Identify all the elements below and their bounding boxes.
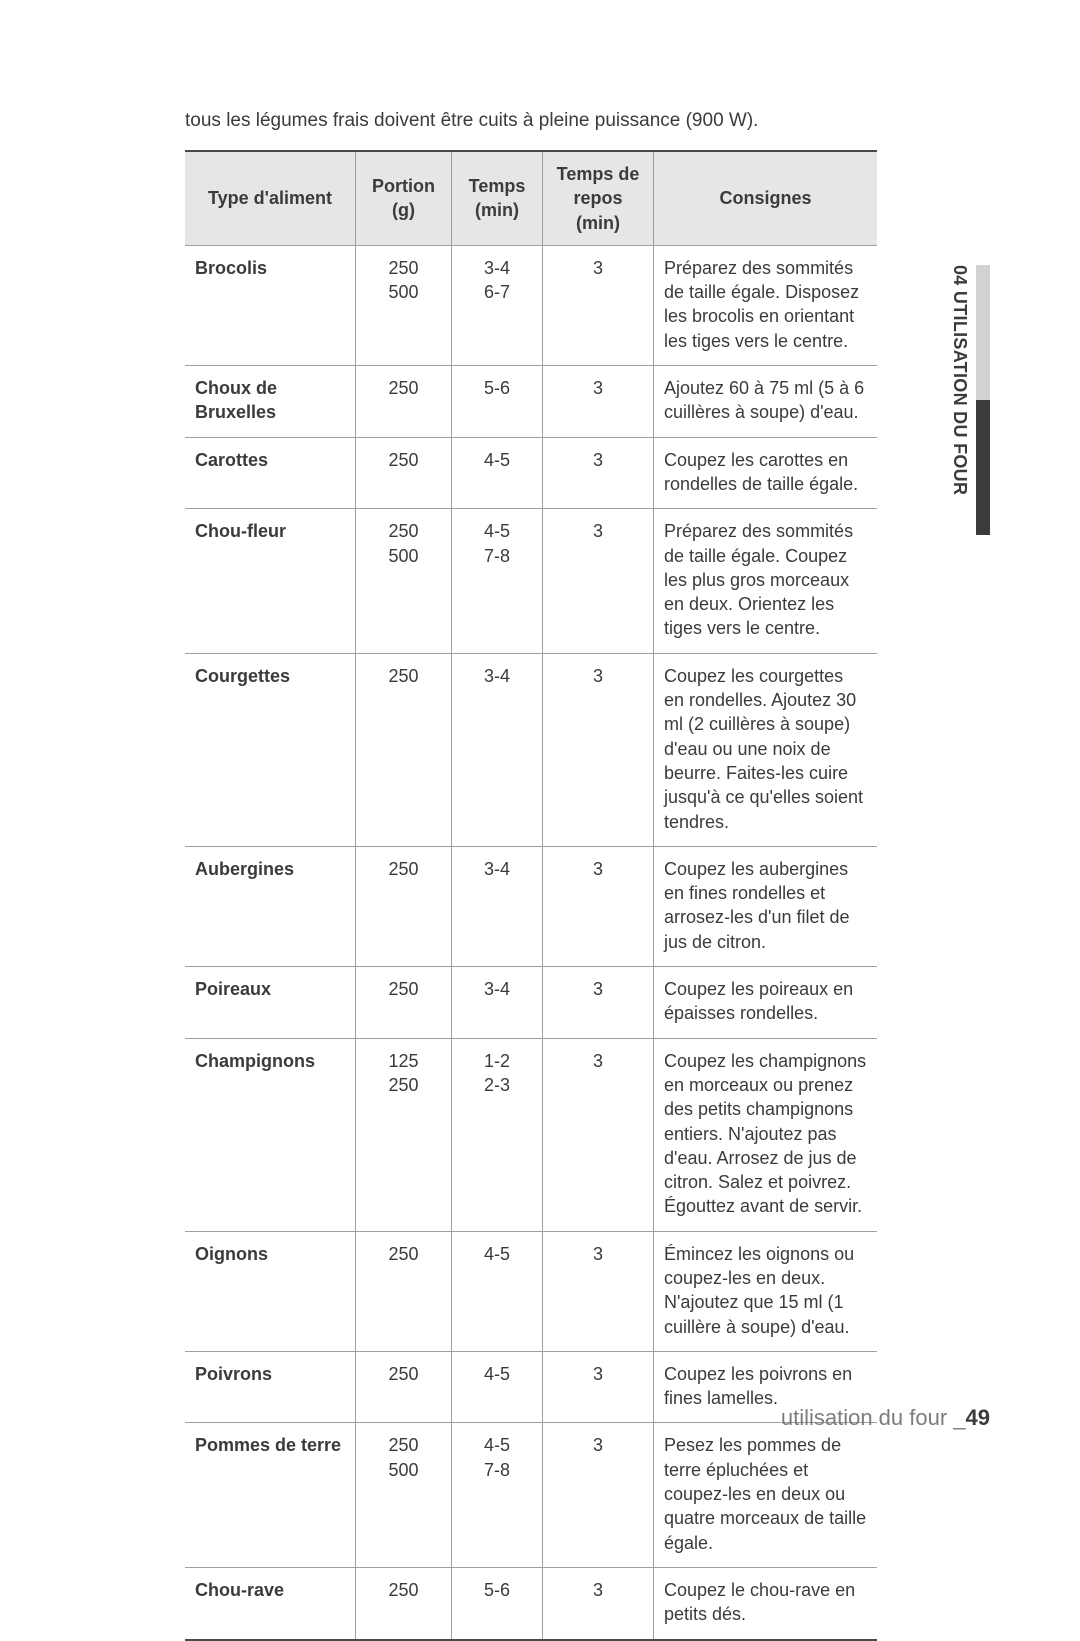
cell-instructions: Coupez les aubergines en fines rondelles… (654, 846, 878, 966)
cell-food-name: Poireaux (185, 967, 356, 1039)
cell-time: 3-4 (452, 653, 543, 846)
cell-rest: 3 (543, 1423, 654, 1567)
cell-rest: 3 (543, 437, 654, 509)
cell-instructions: Ajoutez 60 à 75 ml (5 à 6 cuillères à so… (654, 366, 878, 438)
cell-rest: 3 (543, 245, 654, 365)
page-number: 49 (966, 1405, 990, 1430)
cell-instructions: Coupez le chou-rave en petits dés. (654, 1567, 878, 1639)
cell-instructions: Préparez des sommités de taille égale. D… (654, 245, 878, 365)
cell-time: 4-5 (452, 437, 543, 509)
cell-instructions: Coupez les poireaux en épaisses rondelle… (654, 967, 878, 1039)
section-tab-bar-light (976, 265, 990, 400)
cell-food-name: Chou-rave (185, 1567, 356, 1639)
page-footer: utilisation du four _49 (781, 1405, 990, 1431)
table-row: Oignons2504-53Émincez les oignons ou cou… (185, 1231, 877, 1351)
cell-time: 3-46-7 (452, 245, 543, 365)
cell-instructions: Coupez les carottes en rondelles de tail… (654, 437, 878, 509)
table-row: Choux de Bruxelles2505-63Ajoutez 60 à 75… (185, 366, 877, 438)
cell-time: 4-57-8 (452, 509, 543, 653)
table-row: Aubergines2503-43Coupez les aubergines e… (185, 846, 877, 966)
cell-time: 1-22-3 (452, 1038, 543, 1231)
table-row: Chou-fleur2505004-57-83Préparez des somm… (185, 509, 877, 653)
cell-time: 3-4 (452, 967, 543, 1039)
table-row: Poireaux2503-43Coupez les poireaux en ép… (185, 967, 877, 1039)
section-tab-label: 04 UTILISATION DU FOUR (949, 265, 976, 535)
cell-instructions: Coupez les champignons en morceaux ou pr… (654, 1038, 878, 1231)
cell-food-name: Poivrons (185, 1351, 356, 1423)
cell-rest: 3 (543, 366, 654, 438)
cell-time: 5-6 (452, 1567, 543, 1639)
cell-rest: 3 (543, 967, 654, 1039)
cell-food-name: Brocolis (185, 245, 356, 365)
cell-portion: 250 (356, 1231, 452, 1351)
cell-time: 3-4 (452, 846, 543, 966)
cell-time: 4-57-8 (452, 1423, 543, 1567)
cell-instructions: Préparez des sommités de taille égale. C… (654, 509, 878, 653)
cell-food-name: Oignons (185, 1231, 356, 1351)
page: tous les légumes frais doivent être cuit… (0, 0, 1080, 1491)
cell-time: 4-5 (452, 1231, 543, 1351)
table-row: Carottes2504-53Coupez les carottes en ro… (185, 437, 877, 509)
cell-food-name: Chou-fleur (185, 509, 356, 653)
cell-rest: 3 (543, 509, 654, 653)
cell-portion: 125250 (356, 1038, 452, 1231)
cell-portion: 250 (356, 366, 452, 438)
cell-portion: 250500 (356, 245, 452, 365)
cell-time: 5-6 (452, 366, 543, 438)
col-time: Temps (min) (452, 151, 543, 245)
intro-text: tous les légumes frais doivent être cuit… (185, 110, 990, 132)
table-row: Brocolis2505003-46-73Préparez des sommit… (185, 245, 877, 365)
cell-portion: 250500 (356, 1423, 452, 1567)
col-instructions: Consignes (654, 151, 878, 245)
cell-rest: 3 (543, 1231, 654, 1351)
cell-rest: 3 (543, 1567, 654, 1639)
cell-instructions: Pesez les pommes de terre épluchées et c… (654, 1423, 878, 1567)
cell-rest: 3 (543, 846, 654, 966)
table-row: Courgettes2503-43Coupez les courgettes e… (185, 653, 877, 846)
cooking-table: Type d'aliment Portion (g) Temps (min) T… (185, 150, 877, 1641)
table-row: Pommes de terre2505004-57-83Pesez les po… (185, 1423, 877, 1567)
cell-food-name: Carottes (185, 437, 356, 509)
table-row: Champignons1252501-22-33Coupez les champ… (185, 1038, 877, 1231)
cell-rest: 3 (543, 1038, 654, 1231)
cell-portion: 250 (356, 653, 452, 846)
cell-food-name: Pommes de terre (185, 1423, 356, 1567)
cell-rest: 3 (543, 653, 654, 846)
cell-portion: 250 (356, 437, 452, 509)
table-header-row: Type d'aliment Portion (g) Temps (min) T… (185, 151, 877, 245)
cell-instructions: Émincez les oignons ou coupez-les en deu… (654, 1231, 878, 1351)
cell-rest: 3 (543, 1351, 654, 1423)
cell-food-name: Aubergines (185, 846, 356, 966)
table-row: Chou-rave2505-63Coupez le chou-rave en p… (185, 1567, 877, 1639)
cell-instructions: Coupez les courgettes en rondelles. Ajou… (654, 653, 878, 846)
cell-portion: 250500 (356, 509, 452, 653)
cell-portion: 250 (356, 1351, 452, 1423)
col-type: Type d'aliment (185, 151, 356, 245)
col-rest: Temps de repos (min) (543, 151, 654, 245)
cell-portion: 250 (356, 1567, 452, 1639)
col-portion: Portion (g) (356, 151, 452, 245)
footer-label: utilisation du four _ (781, 1405, 966, 1430)
table-row: Poivrons2504-53Coupez les poivrons en fi… (185, 1351, 877, 1423)
cell-food-name: Courgettes (185, 653, 356, 846)
section-tab-bar (976, 265, 990, 535)
cell-portion: 250 (356, 967, 452, 1039)
cell-food-name: Champignons (185, 1038, 356, 1231)
cell-time: 4-5 (452, 1351, 543, 1423)
section-tab-bar-dark (976, 400, 990, 535)
section-tab: 04 UTILISATION DU FOUR (949, 265, 990, 535)
cell-food-name: Choux de Bruxelles (185, 366, 356, 438)
cell-portion: 250 (356, 846, 452, 966)
